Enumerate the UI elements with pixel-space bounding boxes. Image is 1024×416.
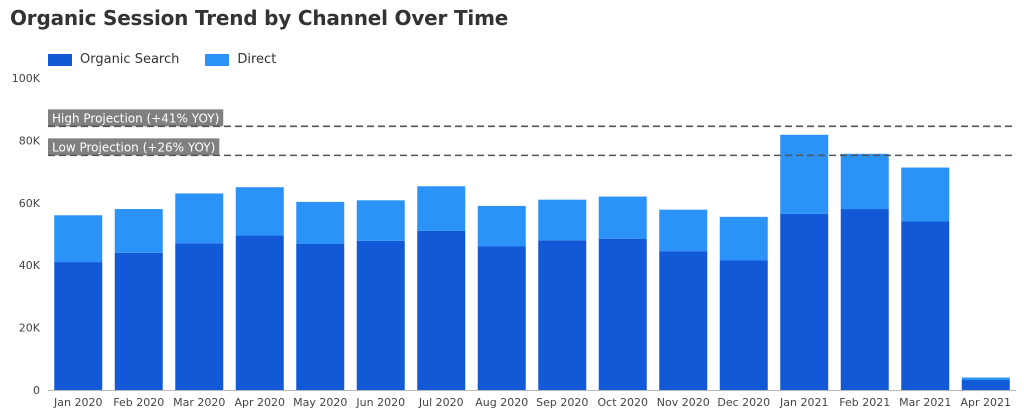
bar-direct-4 — [296, 201, 345, 244]
bar-direct-8 — [538, 199, 587, 241]
y-tick-label-5: 100K — [12, 72, 41, 85]
bar-organic-search-2 — [175, 243, 224, 390]
x-tick-label-8: Sep 2020 — [536, 396, 588, 409]
bar-organic-search-7 — [477, 246, 526, 390]
bar-organic-search-0 — [54, 262, 103, 390]
bar-organic-search-5 — [356, 240, 405, 390]
bar-direct-1 — [114, 209, 163, 253]
chart-title: Organic Session Trend by Channel Over Ti… — [10, 6, 509, 30]
bar-organic-search-15 — [961, 380, 1010, 390]
projection-label-0: High Projection (+41% YOY) — [52, 111, 219, 125]
x-tick-label-14: Mar 2021 — [899, 396, 951, 409]
bar-direct-15 — [961, 377, 1010, 381]
x-tick-label-6: Jul 2020 — [418, 396, 464, 409]
y-tick-label-2: 40K — [19, 259, 41, 272]
bar-organic-search-13 — [840, 209, 889, 390]
bar-organic-search-4 — [296, 243, 345, 390]
bar-organic-search-10 — [659, 251, 708, 390]
bar-organic-search-12 — [780, 213, 829, 390]
bar-organic-search-8 — [538, 240, 587, 390]
y-tick-label-1: 20K — [19, 322, 41, 335]
x-tick-label-15: Apr 2021 — [960, 396, 1011, 409]
x-tick-label-13: Feb 2021 — [839, 396, 890, 409]
bar-organic-search-1 — [114, 252, 163, 390]
legend: Organic Search Direct — [48, 52, 302, 67]
bar-direct-3 — [235, 187, 284, 236]
x-tick-label-11: Dec 2020 — [717, 396, 770, 409]
bar-direct-0 — [54, 215, 103, 263]
legend-label-direct: Direct — [237, 52, 277, 67]
legend-item-direct[interactable]: Direct — [205, 52, 276, 67]
bar-direct-5 — [356, 200, 405, 241]
legend-swatch-organic-search — [48, 53, 72, 66]
bar-direct-2 — [175, 193, 224, 244]
projection-label-box-0 — [48, 109, 224, 127]
bar-direct-14 — [901, 167, 950, 222]
bar-direct-13 — [840, 153, 889, 210]
x-tick-label-7: Aug 2020 — [475, 396, 528, 409]
legend-swatch-direct — [205, 53, 230, 66]
projection-label-1: Low Projection (+26% YOY) — [52, 140, 215, 154]
bar-direct-10 — [659, 209, 708, 252]
legend-label-organic-search: Organic Search — [80, 52, 180, 67]
bar-direct-12 — [780, 134, 829, 214]
x-tick-label-1: Feb 2020 — [113, 396, 164, 409]
bar-organic-search-3 — [235, 235, 284, 390]
x-tick-label-9: Oct 2020 — [597, 396, 648, 409]
bar-organic-search-11 — [719, 260, 768, 390]
x-tick-label-4: May 2020 — [293, 396, 347, 409]
bar-organic-search-14 — [901, 221, 950, 390]
x-tick-label-2: Mar 2020 — [173, 396, 225, 409]
x-tick-label-10: Nov 2020 — [657, 396, 710, 409]
bar-direct-6 — [417, 186, 466, 231]
bar-direct-7 — [477, 205, 526, 247]
y-tick-label-4: 80K — [19, 134, 41, 147]
bar-organic-search-9 — [598, 238, 647, 390]
x-tick-label-0: Jan 2020 — [53, 396, 102, 409]
legend-item-organic-search[interactable]: Organic Search — [48, 52, 179, 67]
x-tick-label-12: Jan 2021 — [779, 396, 828, 409]
x-tick-label-3: Apr 2020 — [234, 396, 285, 409]
projection-label-box-1 — [48, 138, 220, 156]
y-tick-label-3: 60K — [19, 197, 41, 210]
bar-direct-11 — [719, 216, 768, 261]
x-tick-label-5: Jun 2020 — [355, 396, 405, 409]
bar-direct-9 — [598, 196, 647, 239]
y-tick-label-0: 0 — [33, 384, 40, 397]
bar-organic-search-6 — [417, 230, 466, 390]
